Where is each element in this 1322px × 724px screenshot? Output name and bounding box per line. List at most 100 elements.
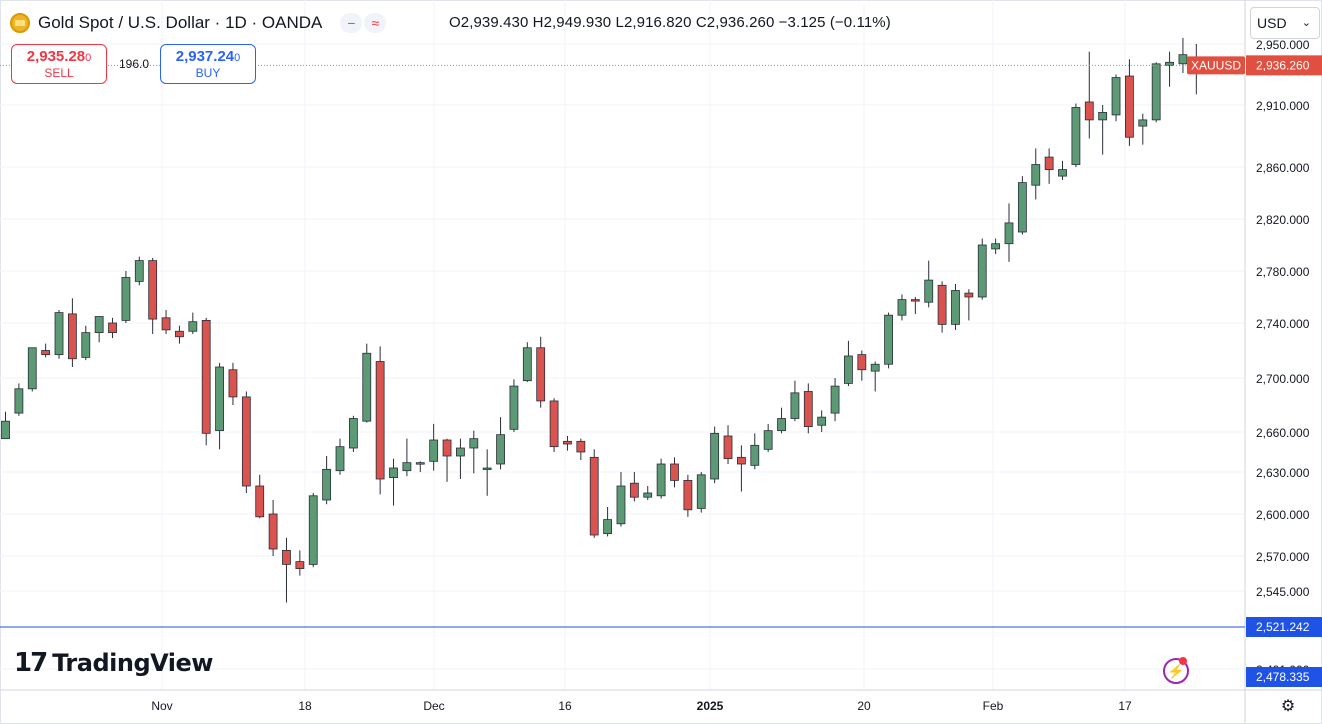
tv-mark-icon: 17 [14,648,48,678]
candle-body [68,313,77,360]
last-price-label: 2,936.260 [1256,58,1310,72]
currency-select[interactable]: USD ⌄ [1250,7,1320,39]
candle [429,423,439,471]
wave-icon[interactable]: ≈ [364,13,387,33]
candle [1111,74,1121,122]
candle-body [576,440,586,453]
price-tick-label: 2,660.000 [1256,426,1310,440]
candle [710,426,720,484]
candle [522,342,532,383]
candle-body [442,439,452,457]
candle-body [1004,222,1014,245]
candle [496,417,505,470]
candle [563,436,572,451]
candle [549,398,559,452]
candle-body [1151,63,1161,121]
candle [335,438,345,475]
candle [683,474,693,517]
candle [1017,176,1027,235]
collapse-icon[interactable]: − [340,13,363,33]
sell-label: SELL [44,66,74,80]
symbol-title[interactable]: Gold Spot / U.S. Dollar · 1D · OANDA [38,13,323,32]
symbol-header: Gold Spot / U.S. Dollar · 1D · OANDA − ≈ [10,8,387,38]
candle-body [603,519,612,534]
bottom-marker-badge [1246,667,1322,687]
candle-body [937,284,947,325]
candle [924,260,934,308]
candle [857,350,867,381]
buy-button[interactable]: 2,937.240 BUY [160,44,256,84]
candle [295,550,305,576]
sell-button[interactable]: 2,935.280 SELL [11,44,107,84]
tradingview-logo[interactable]: 17 TradingView [14,648,213,678]
candle-body [81,332,91,358]
candle [576,438,586,460]
candle [991,238,1001,255]
candle [1165,51,1174,87]
candle [27,347,37,392]
candle-body [777,418,786,432]
candle [375,346,385,495]
candle-body [817,416,827,426]
candle [402,438,412,477]
candle-body [1,420,10,440]
candle-body [188,321,198,332]
candle-body [910,299,920,302]
candle [456,438,465,479]
candle [41,343,51,358]
candle-body [563,440,572,445]
candle [1098,105,1108,155]
candle [482,449,492,496]
candle [629,472,639,502]
candle [910,297,920,314]
notification-dot [1179,657,1187,665]
candle-body [241,396,251,487]
candle [1125,59,1134,146]
candle [14,383,24,416]
buy-label: BUY [195,66,221,80]
candle-body [1111,77,1121,116]
candle-body [1044,156,1054,171]
price-tick-label: 2,600.000 [1256,508,1310,522]
time-tick-label: Nov [151,699,172,713]
candle [469,430,479,474]
candle [964,289,974,321]
price-tick-label: 2,740.000 [1256,317,1310,331]
candle-body [509,385,519,430]
candle-body [763,430,773,450]
candle-body [1125,75,1134,138]
candle [148,258,158,334]
candle [348,415,358,452]
candle [322,456,332,505]
time-tick-label: 18 [298,699,312,713]
candle-body [496,434,505,465]
candle [241,391,251,493]
candle-body [308,495,318,565]
spread-value: 196.0 [119,57,150,71]
candle [1004,203,1014,262]
support-line-label: 2,521.242 [1256,620,1310,634]
candle-body [161,317,171,331]
candle [134,256,144,286]
candle-body [1031,164,1041,186]
candle [884,312,893,369]
candle [108,317,117,339]
candle-body [830,385,840,414]
candle-body [121,277,131,321]
lightning-icon[interactable]: ⚡ [1163,658,1189,684]
candle-body [522,347,532,382]
candle-body [482,467,492,470]
buy-price-fraction: 0 [234,52,241,64]
candle-body [844,355,853,384]
candle-body [94,316,104,334]
candle [509,379,519,432]
candle [777,407,786,434]
settings-icon[interactable]: ⚙ [1280,698,1296,715]
price-tick-label: 2,700.000 [1256,372,1310,386]
candle-body [295,561,305,569]
candle-body [750,444,760,466]
price-tick-label: 2,820.000 [1256,213,1310,227]
candle-body [1178,54,1188,65]
